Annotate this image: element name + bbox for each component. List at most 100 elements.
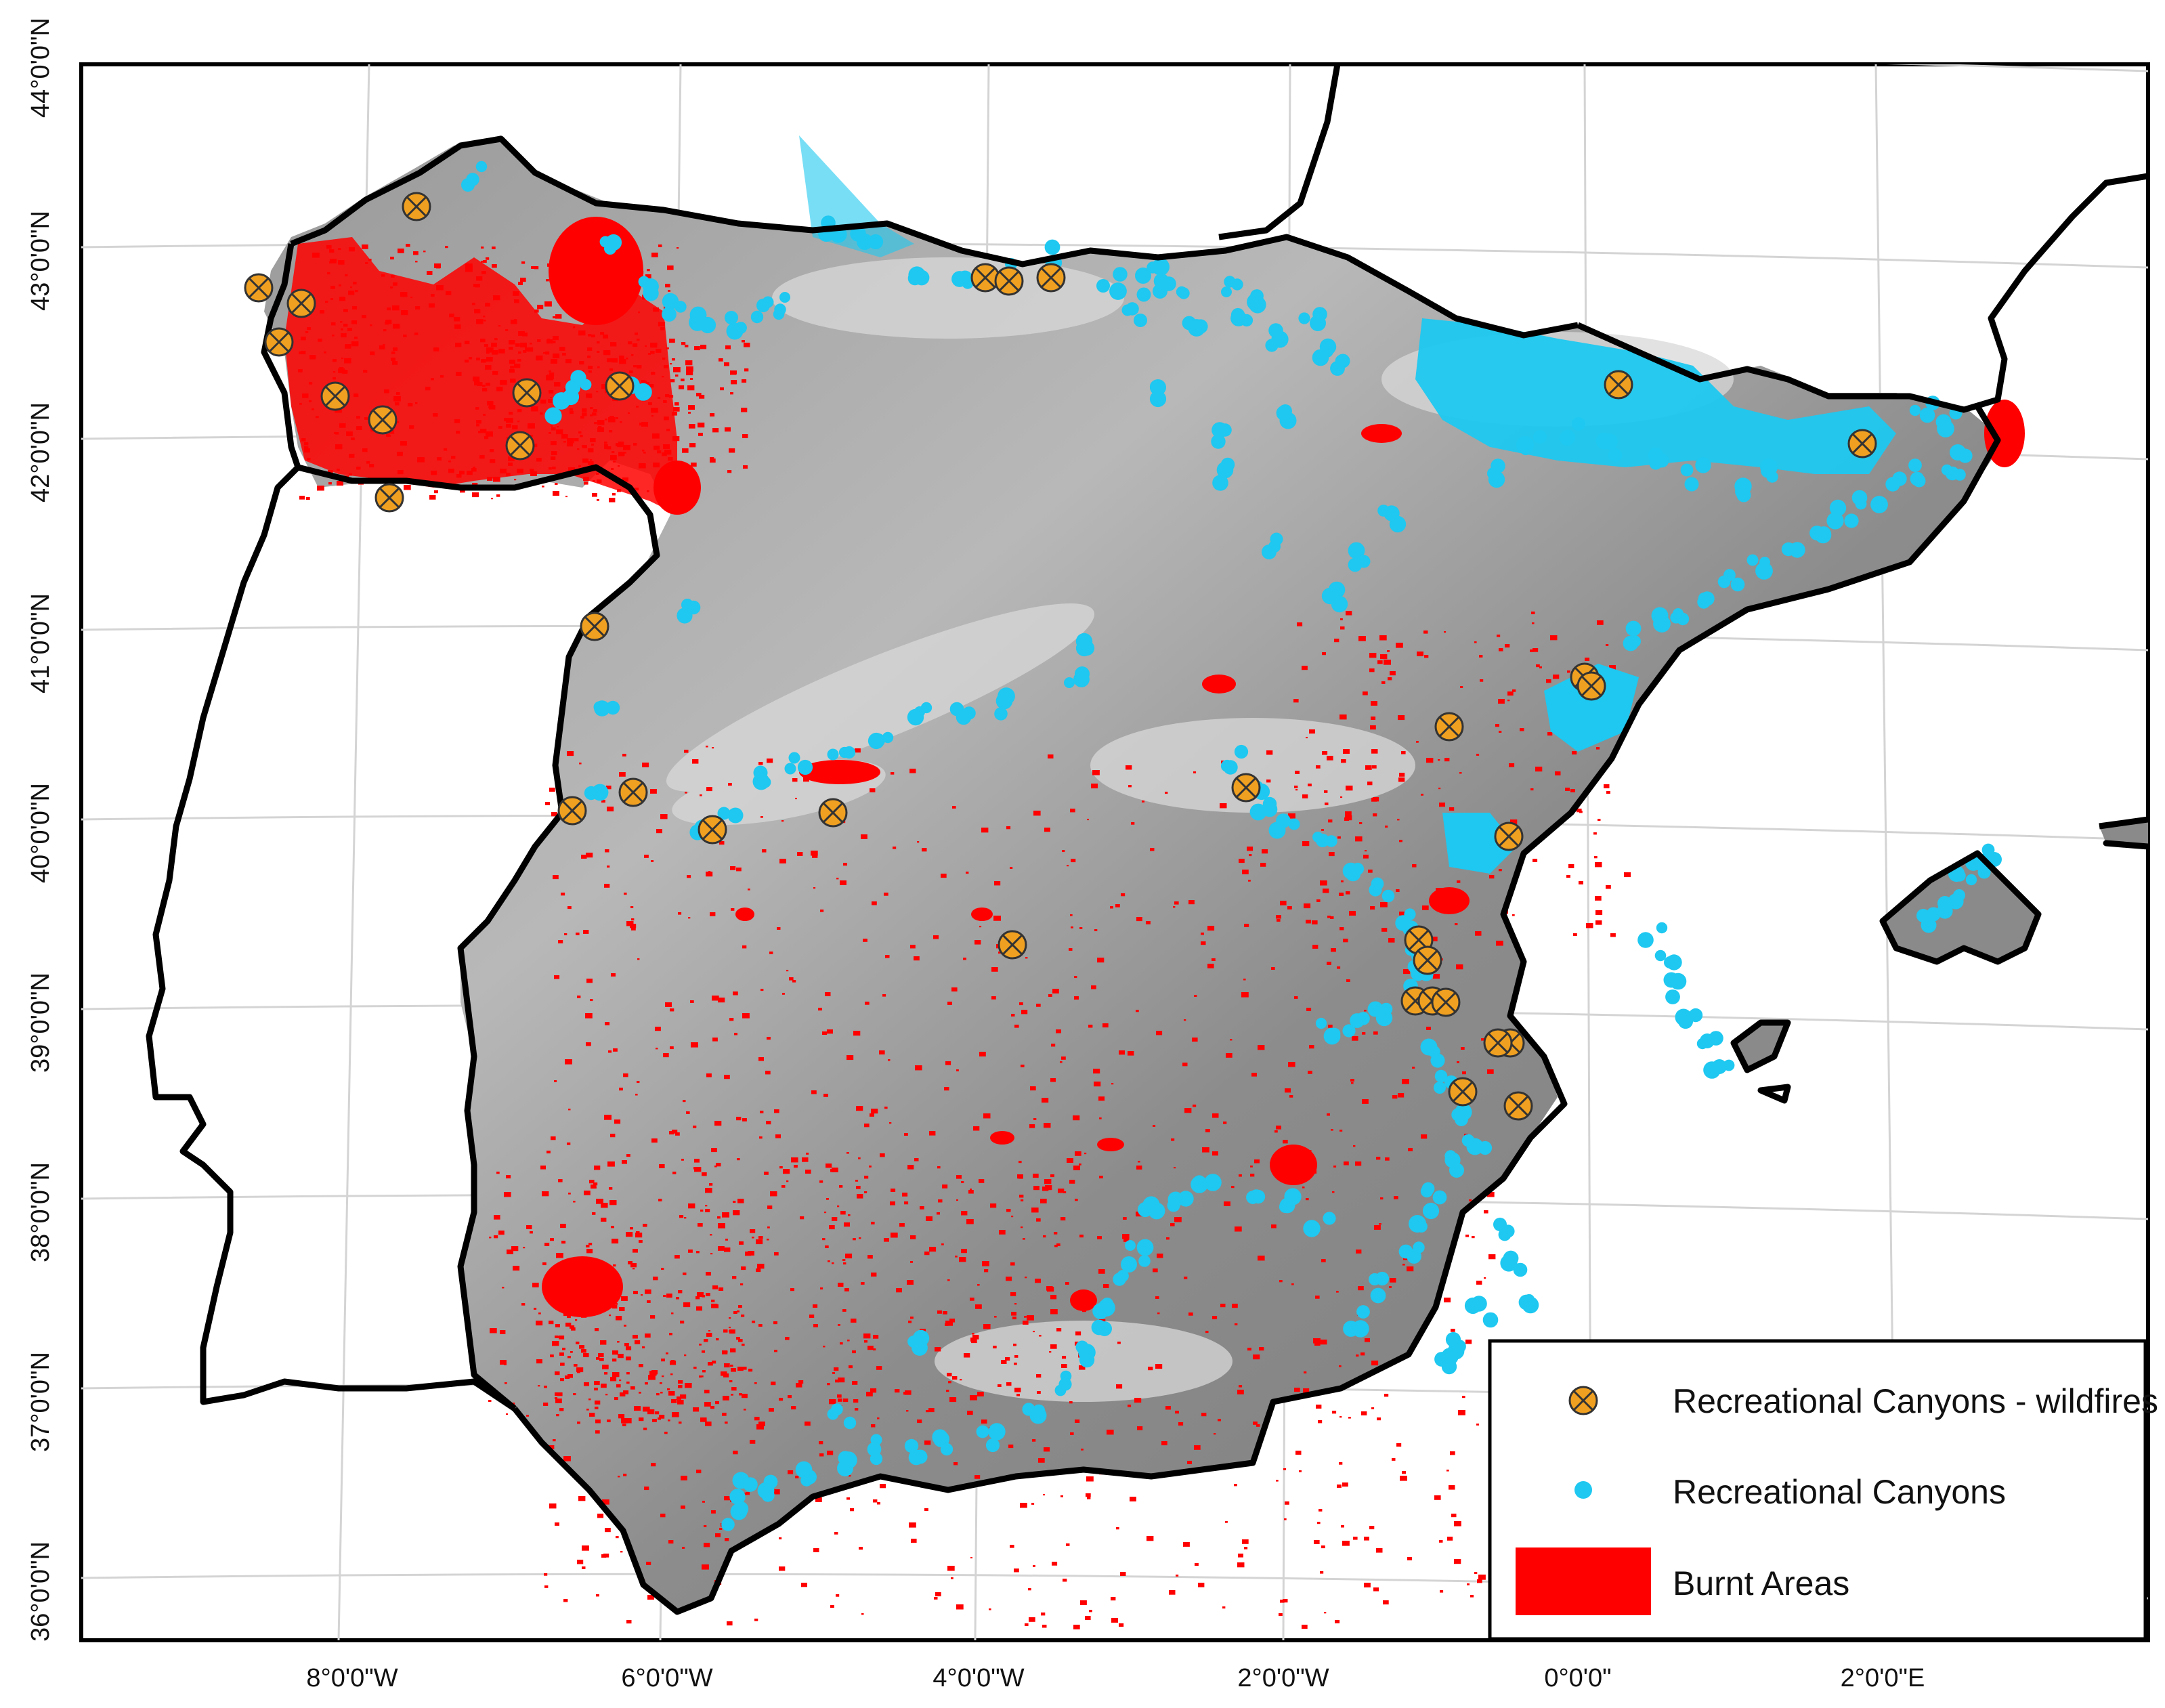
legend-canyon-symbol	[1574, 1481, 1592, 1499]
burnt-speck	[1012, 1317, 1016, 1320]
burnt-speck	[890, 1201, 895, 1205]
burnt-speck	[1065, 1282, 1069, 1285]
burnt-speck	[581, 1349, 586, 1353]
burnt-speck	[1247, 1348, 1251, 1351]
burnt-speck	[616, 1316, 622, 1321]
canyon-dot	[1092, 1303, 1109, 1319]
wildfire-canyon-marker	[264, 327, 294, 357]
burnt-speck	[492, 264, 497, 268]
burnt-speck	[560, 278, 567, 283]
burnt-speck	[825, 992, 831, 996]
burnt-speck	[730, 1365, 733, 1367]
burnt-speck	[582, 458, 588, 463]
burnt-speck	[689, 424, 695, 429]
burnt-speck	[1187, 1461, 1192, 1464]
burnt-speck	[568, 1109, 571, 1111]
burnt-speck	[444, 448, 448, 451]
burnt-speck	[1469, 1199, 1472, 1201]
canyon-dot	[827, 748, 839, 761]
burnt-speck	[613, 287, 616, 289]
canyon-dot	[1746, 554, 1759, 566]
burnt-speck	[393, 347, 398, 351]
burnt-speck	[767, 759, 773, 763]
canyon-dot	[1138, 1255, 1151, 1267]
burnt-speck	[1520, 728, 1524, 731]
burnt-speck	[330, 298, 334, 300]
burnt-speck	[1394, 1196, 1398, 1199]
canyon-dot	[1288, 818, 1300, 830]
burnt-speck	[542, 1262, 546, 1266]
burnt-speck	[485, 365, 492, 370]
burnt-speck	[1451, 1329, 1455, 1332]
burnt-speck	[577, 448, 580, 450]
burnt-speck	[637, 365, 642, 369]
burnt-speck	[1044, 828, 1050, 832]
burnt-speck	[725, 1422, 728, 1424]
burnt-speck	[1201, 1413, 1207, 1417]
burnt-speck	[731, 1387, 737, 1391]
burnt-speck	[734, 1033, 737, 1036]
burnt-speck	[352, 306, 358, 309]
burnt-speck	[1565, 788, 1570, 791]
burnt-speck	[1258, 1045, 1265, 1050]
burnt-speck	[635, 1094, 638, 1096]
burnt-speck	[299, 496, 305, 500]
burnt-speck	[639, 1417, 644, 1422]
burnt-speck	[569, 1312, 572, 1315]
burnt-speck	[560, 1224, 566, 1229]
burnt-speck	[691, 463, 697, 467]
burnt-speck	[1010, 1262, 1015, 1266]
burnt-speck	[537, 339, 541, 342]
burnt-speck	[1495, 724, 1499, 727]
burnt-speck	[1462, 1071, 1466, 1075]
burnt-speck	[597, 479, 602, 484]
burnt-speck	[756, 1424, 764, 1430]
canyon-dot	[1434, 1069, 1448, 1083]
burnt-speck	[1499, 731, 1502, 733]
burnt-speck	[309, 382, 313, 385]
burnt-speck	[1306, 920, 1311, 924]
burnt-speck	[1454, 1521, 1461, 1526]
burnt-speck	[594, 1388, 598, 1391]
canyon-dot	[850, 226, 866, 242]
burnt-speck	[1325, 803, 1329, 805]
burnt-speck	[788, 1395, 792, 1399]
burnt-speck	[1194, 995, 1197, 997]
burnt-speck	[1577, 809, 1582, 813]
burnt-speck	[1327, 916, 1331, 918]
burnt-speck	[1339, 1365, 1342, 1367]
burnt-speck	[317, 486, 324, 491]
burnt-speck	[1426, 1027, 1431, 1030]
burnt-speck	[1449, 1485, 1455, 1490]
burnt-speck	[549, 372, 555, 376]
burnt-speck	[588, 461, 594, 465]
burnt-speck	[1478, 1575, 1486, 1580]
burnt-speck	[549, 432, 551, 434]
burnt-speck	[1379, 635, 1387, 641]
burnt-speck	[481, 247, 484, 249]
menorca-coastline	[2099, 816, 2148, 850]
burnt-speck	[339, 297, 346, 301]
burnt-speck	[742, 945, 747, 949]
burnt-speck	[301, 438, 306, 442]
burnt-speck	[642, 450, 645, 452]
burnt-speck	[910, 1235, 916, 1239]
burnt-speck	[1183, 1542, 1190, 1547]
burnt-speck	[583, 930, 589, 934]
burnt-speck	[851, 1319, 857, 1323]
burnt-speck	[601, 1218, 607, 1222]
burnt-speck	[307, 458, 311, 461]
burnt-speck	[546, 1151, 551, 1154]
burnt-speck	[1358, 636, 1366, 641]
burnt-speck	[993, 916, 1001, 921]
burnt-speck	[509, 369, 515, 373]
burnt-speck	[1337, 966, 1341, 969]
burnt-speck	[517, 409, 522, 412]
burnt-speck	[966, 1219, 974, 1224]
burnt-speck	[1170, 1223, 1175, 1226]
burnt-speck	[771, 1382, 776, 1386]
burnt-speck	[1067, 1158, 1073, 1163]
burnt-speck	[491, 498, 494, 500]
burnt-speck	[1006, 1209, 1011, 1212]
burnt-speck	[1242, 1539, 1249, 1544]
